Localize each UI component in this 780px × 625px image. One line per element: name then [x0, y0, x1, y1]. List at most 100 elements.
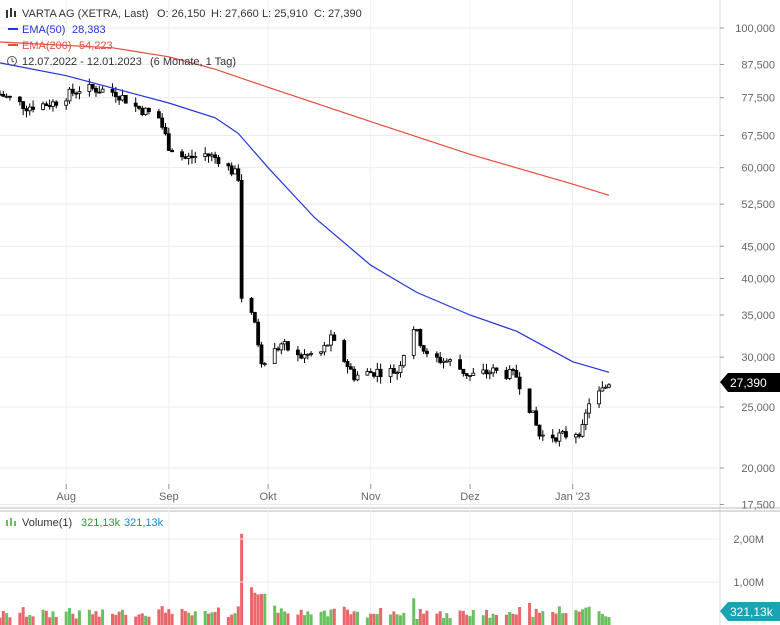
volume-bar [68, 608, 72, 625]
volume-bar [18, 612, 22, 625]
candle-body [507, 369, 512, 379]
volume-bar [210, 612, 214, 625]
volume-bar [259, 593, 263, 625]
candle-body [286, 341, 290, 351]
candle-body [147, 107, 151, 113]
candle-body [322, 345, 327, 353]
volume-bar [372, 613, 376, 625]
y-tick-label: 17,500 [741, 500, 775, 512]
candle-body [27, 106, 32, 112]
volume-bar [415, 618, 419, 625]
candle-body [90, 83, 95, 89]
volume-bar [8, 617, 12, 625]
candle-body [441, 360, 446, 363]
candle-body [438, 356, 443, 363]
candle-body [325, 344, 330, 347]
volume-value-2: 321,13k [124, 517, 164, 529]
candle-body [236, 168, 241, 181]
candle-body [279, 343, 284, 351]
candle-body [464, 373, 469, 376]
candle-body [31, 106, 35, 110]
volume-bar [514, 614, 518, 625]
candle-body [421, 345, 426, 352]
volume-bar [279, 608, 283, 625]
volume-bar [273, 605, 277, 625]
volume-bar [144, 615, 148, 625]
volume-bar [64, 611, 68, 625]
volume-tick-label: 1,00M [733, 577, 764, 589]
volume-bar [326, 616, 330, 625]
volume-bar [528, 603, 532, 625]
last-price-badge: 27,390 [720, 373, 780, 392]
y-tick-label: 60,000 [741, 163, 775, 175]
ema50-swatch [8, 28, 18, 30]
candle-body [332, 334, 337, 341]
candle-body [395, 372, 400, 374]
candle-body [448, 359, 453, 362]
candle-body [226, 163, 231, 167]
candle-body [54, 101, 59, 106]
candle-body [305, 353, 310, 356]
candle-body [368, 371, 373, 374]
x-tick-label: Jan '23 [555, 491, 590, 503]
volume-bar [352, 611, 356, 625]
candle-body [514, 370, 519, 378]
volume-bar [299, 609, 303, 625]
candle-body [534, 410, 539, 426]
candle-body [160, 117, 165, 128]
volume-bar [319, 611, 323, 625]
volume-bar [445, 613, 449, 625]
candle-body [540, 434, 545, 437]
ema200-label: EMA(200) [22, 40, 72, 52]
candle-body [564, 431, 568, 438]
volume-bar [412, 598, 416, 625]
candle-body [170, 150, 175, 153]
volume-bar [418, 608, 422, 625]
candle-body [401, 355, 406, 367]
candle-body [1, 93, 6, 97]
volume-bar [306, 611, 310, 625]
volume-icon [6, 518, 16, 526]
volume-bar [250, 587, 254, 625]
candle-body [415, 329, 419, 331]
volume-bar [597, 611, 601, 625]
x-tick-label: Aug [56, 491, 76, 503]
candle-body [239, 180, 244, 299]
volume-bar [485, 610, 489, 625]
volume-bar [94, 611, 98, 625]
x-tick-label: Nov [361, 491, 381, 503]
candle-body [97, 91, 102, 94]
volume-bar [303, 615, 306, 625]
candle-body [67, 88, 72, 102]
volume-tick-label: 2,00M [733, 534, 764, 546]
volume-bar [435, 613, 439, 625]
candle-body [511, 369, 515, 371]
candle-body [252, 311, 257, 323]
volume-bar [422, 613, 426, 625]
volume-bars [0, 533, 611, 625]
volume-bar [117, 611, 121, 625]
candle-body [309, 352, 314, 355]
candle-body [583, 412, 588, 425]
legend: VARTA AG (XETRA, Last) O: 26,150 H: 27,6… [6, 8, 362, 529]
candle-body [587, 403, 592, 414]
volume-bar [379, 607, 383, 625]
candle-body [444, 360, 449, 363]
candle-body [461, 368, 466, 374]
candle-body [468, 375, 472, 377]
candle-body [156, 111, 161, 119]
candle-body [329, 334, 333, 346]
volume-bar [5, 613, 9, 625]
candles [0, 78, 611, 447]
volume-bar [137, 614, 141, 625]
volume-bar [163, 612, 167, 625]
volume-bar [286, 613, 290, 625]
candle-body [100, 88, 105, 93]
volume-bar [0, 617, 2, 625]
volume-bar [134, 616, 138, 625]
candle-body [355, 374, 360, 381]
volume-bar [448, 618, 452, 625]
ema50-value: 28,383 [72, 24, 106, 36]
volume-bar [97, 616, 101, 625]
candle-body [375, 368, 380, 377]
